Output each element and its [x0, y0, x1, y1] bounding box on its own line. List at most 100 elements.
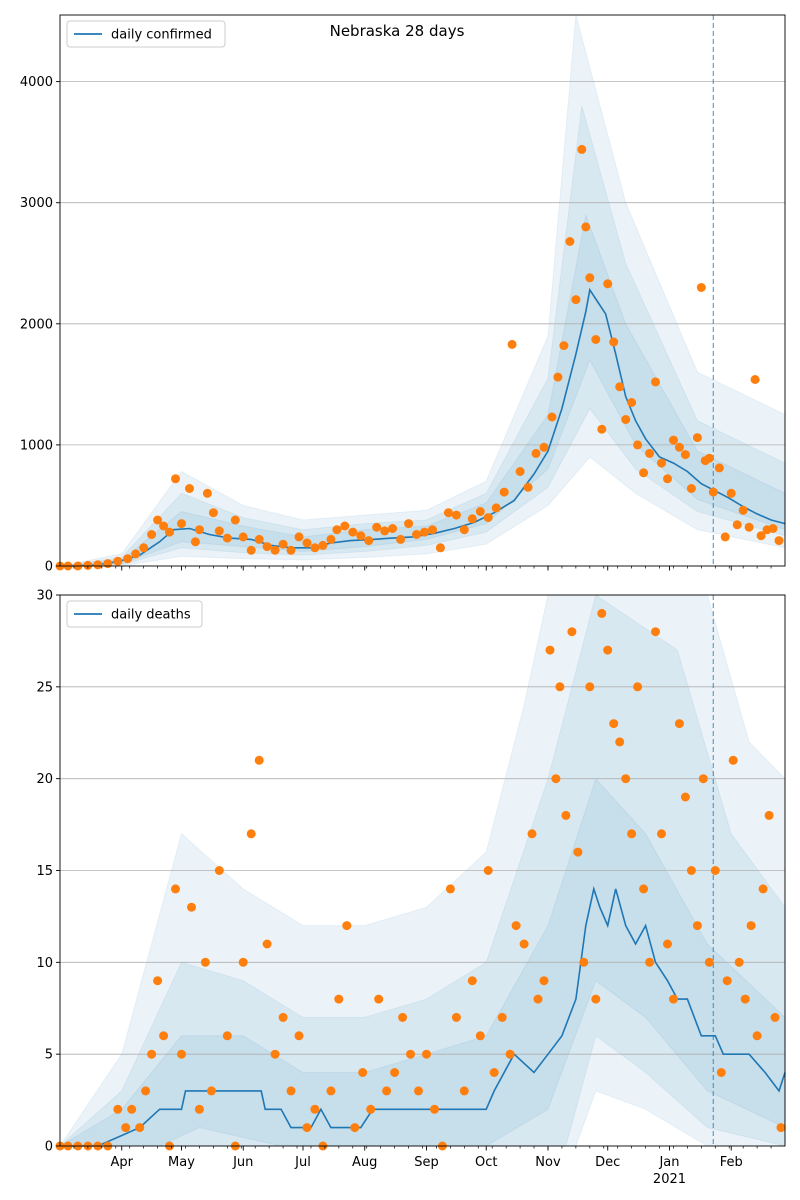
data-point: [270, 545, 280, 555]
data-point: [147, 1049, 157, 1059]
data-point: [609, 719, 619, 729]
data-point: [467, 514, 477, 524]
data-point: [398, 1012, 408, 1022]
data-point: [497, 1012, 507, 1022]
data-point: [764, 810, 774, 820]
data-point: [722, 976, 732, 986]
data-point: [633, 682, 643, 692]
legend: daily confirmed: [66, 20, 226, 48]
data-point: [254, 534, 264, 544]
data-point: [340, 521, 350, 531]
data-point: [153, 976, 163, 986]
data-point: [645, 448, 655, 458]
data-point: [531, 448, 541, 458]
data-point: [732, 520, 742, 530]
data-point: [412, 530, 421, 539]
data-point: [222, 1031, 232, 1041]
data-point: [364, 536, 374, 546]
data-point: [159, 1031, 169, 1041]
data-point: [708, 487, 718, 497]
y-tick-label: 20: [36, 772, 53, 787]
data-point: [348, 527, 358, 537]
data-point: [692, 433, 702, 443]
data-point: [573, 847, 583, 857]
data-point: [483, 513, 493, 523]
data-point: [187, 902, 196, 912]
x-tick-label: May: [168, 1155, 195, 1170]
data-point: [740, 994, 750, 1004]
data-point: [591, 335, 601, 344]
data-point: [310, 543, 320, 553]
y-tick-label: 0: [45, 1140, 53, 1155]
data-point: [645, 957, 655, 967]
data-point: [171, 474, 180, 484]
data-point: [372, 522, 382, 532]
data-point: [483, 866, 493, 875]
data-point: [627, 829, 637, 839]
data-point: [533, 994, 543, 1004]
data-point: [121, 1123, 131, 1133]
data-point: [294, 532, 304, 542]
data-point: [475, 507, 485, 516]
data-point: [194, 525, 204, 535]
data-point: [716, 1068, 726, 1077]
data-point: [704, 453, 714, 463]
data-point: [230, 515, 240, 525]
data-point: [720, 532, 730, 542]
data-point: [768, 524, 778, 533]
data-point: [459, 525, 469, 535]
data-point: [358, 1068, 368, 1077]
x-tick-label: Jun: [232, 1155, 253, 1170]
data-point: [141, 1086, 151, 1096]
data-point: [165, 527, 174, 537]
data-point: [420, 527, 429, 537]
data-point: [738, 505, 748, 515]
data-point: [752, 1031, 762, 1041]
data-point: [366, 1104, 376, 1114]
data-point: [443, 508, 453, 518]
data-point: [609, 337, 619, 347]
data-point: [734, 957, 744, 967]
data-point: [585, 273, 595, 283]
data-point: [350, 1123, 360, 1133]
data-point: [663, 939, 672, 949]
data-point: [302, 1123, 312, 1133]
data-point: [680, 450, 690, 460]
data-point: [615, 737, 625, 747]
x-tick-label: Nov: [535, 1155, 561, 1170]
y-tick-label: 0: [45, 560, 53, 575]
data-point: [657, 458, 666, 468]
data-point: [310, 1104, 320, 1114]
data-point: [382, 1086, 392, 1096]
data-point: [390, 1068, 400, 1077]
data-point: [523, 482, 533, 492]
data-point: [545, 645, 555, 655]
data-point: [621, 415, 631, 424]
data-point: [302, 538, 312, 548]
data-point: [459, 1086, 469, 1096]
confirmed-panel: 0 1000 2000 3000 4000 Nebraska 28 days daily…: [20, 14, 786, 575]
x-year-label: 2021: [653, 1172, 686, 1187]
data-point: [657, 829, 666, 839]
legend-label: daily deaths: [111, 608, 191, 623]
x-tick-label: Jul: [294, 1155, 311, 1170]
data-point: [567, 627, 577, 637]
data-point: [380, 526, 390, 536]
data-point: [246, 829, 256, 839]
data-point: [123, 554, 133, 564]
data-point: [527, 829, 537, 839]
data-point: [278, 539, 288, 549]
data-point: [639, 468, 649, 478]
data-point: [334, 994, 344, 1004]
data-point: [127, 1104, 137, 1114]
data-point: [680, 792, 690, 802]
x-tick-label: Sep: [414, 1155, 439, 1170]
data-point: [294, 1031, 304, 1041]
data-point: [202, 488, 212, 498]
data-point: [428, 525, 437, 535]
y-tick-label: 15: [36, 864, 53, 879]
data-point: [774, 536, 784, 546]
data-point: [214, 526, 224, 536]
data-point: [539, 442, 549, 452]
data-point: [776, 1123, 786, 1133]
